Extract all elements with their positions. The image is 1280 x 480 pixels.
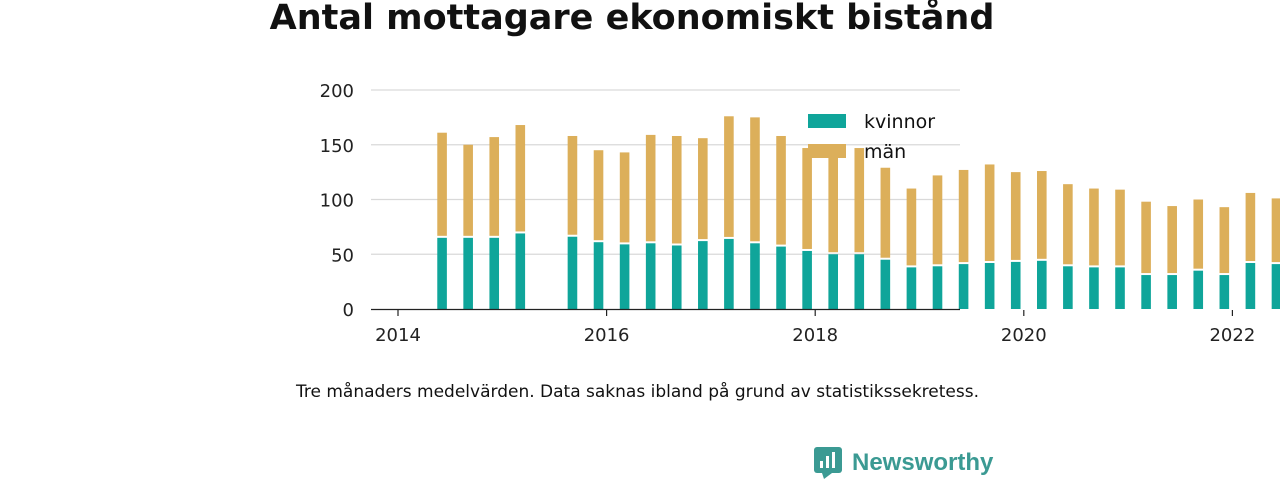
- bar-man: [567, 135, 578, 235]
- bar-man: [1010, 172, 1021, 260]
- bar-kvinnor: [828, 254, 838, 309]
- bar-kvinnor: [880, 259, 891, 309]
- bar-kvinnor: [854, 254, 865, 309]
- bar-kvinnor: [1219, 275, 1230, 309]
- y-tick-label: 150: [320, 136, 354, 157]
- bar-kvinnor: [802, 250, 812, 309]
- bar-kvinnor: [1115, 267, 1125, 309]
- bar-kvinnor: [776, 246, 786, 309]
- y-tick-label: 0: [343, 300, 354, 321]
- chart-title: Antal mottagare ekonomiskt bistånd: [269, 0, 995, 38]
- bar-man: [802, 148, 812, 249]
- bar-kvinnor: [906, 267, 917, 309]
- bar-man: [1271, 198, 1280, 263]
- bar-man: [437, 132, 447, 236]
- bar-kvinnor: [567, 236, 578, 309]
- y-tick-label: 100: [320, 191, 354, 212]
- bar-kvinnor: [619, 244, 630, 309]
- x-tick-label: 2016: [584, 325, 630, 346]
- bar-man: [724, 116, 734, 237]
- bar-man: [489, 137, 500, 236]
- bar-kvinnor: [489, 237, 500, 309]
- bar-man: [593, 150, 604, 241]
- legend-label-man: män: [864, 141, 906, 163]
- newsworthy-logo-icon: [814, 447, 842, 479]
- legend-label-kvinnor: kvinnor: [864, 111, 935, 133]
- bar-kvinnor: [1037, 260, 1047, 309]
- bar-kvinnor: [1010, 261, 1021, 309]
- bar-man: [880, 167, 891, 258]
- x-tick-label: 2018: [792, 325, 838, 346]
- y-tick-label: 50: [331, 245, 354, 266]
- bar-man: [1063, 184, 1073, 265]
- bar-man: [958, 169, 969, 263]
- bar-man: [906, 188, 917, 266]
- x-tick-label: 2020: [1001, 325, 1047, 346]
- bar-man: [1167, 206, 1177, 274]
- bar-kvinnor: [463, 237, 473, 309]
- bar-kvinnor: [593, 242, 604, 309]
- legend: kvinnor män: [808, 111, 935, 163]
- y-tick-label: 200: [320, 81, 354, 102]
- bar-man: [671, 135, 682, 244]
- bar-kvinnor: [437, 237, 447, 309]
- bar-man: [645, 134, 656, 242]
- bar-kvinnor: [515, 233, 526, 309]
- bar-man: [776, 135, 786, 245]
- brand-name: Newsworthy: [852, 449, 994, 476]
- bar-kvinnor: [645, 243, 656, 309]
- bar-kvinnor: [671, 245, 682, 309]
- bars: [437, 116, 1280, 309]
- x-axis-ticks: 201420162018202020222024: [375, 310, 1255, 346]
- bar-man: [1115, 189, 1125, 266]
- bar-kvinnor: [1245, 263, 1256, 309]
- bar-man: [828, 153, 838, 253]
- bar-man: [1037, 171, 1047, 259]
- x-tick-label: 2014: [375, 325, 421, 346]
- bar-man: [515, 125, 526, 232]
- y-axis-ticks: 0 50 100 150 200: [320, 81, 354, 321]
- bar-kvinnor: [932, 266, 943, 309]
- legend-swatch-man: [808, 144, 846, 158]
- bar-man: [698, 138, 708, 240]
- bar-man: [932, 175, 943, 265]
- bar-man: [1141, 201, 1151, 274]
- bar-kvinnor: [750, 243, 760, 309]
- x-tick-label: 2022: [1209, 325, 1255, 346]
- bar-kvinnor: [1089, 267, 1099, 309]
- legend-swatch-kvinnor: [808, 114, 846, 128]
- bar-kvinnor: [698, 241, 708, 309]
- bar-man: [1089, 188, 1099, 266]
- bar-man: [619, 152, 630, 243]
- bar-man: [463, 144, 473, 236]
- bar-kvinnor: [984, 263, 995, 309]
- bar-man: [1219, 207, 1230, 274]
- bar-kvinnor: [1193, 270, 1204, 309]
- chart-note: Tre månaders medelvärden. Data saknas ib…: [296, 382, 979, 402]
- bar-kvinnor: [1063, 266, 1073, 309]
- bar-man: [1193, 199, 1204, 269]
- bar-man: [750, 117, 760, 242]
- bar-kvinnor: [958, 264, 969, 309]
- bar-kvinnor: [1141, 275, 1151, 309]
- bar-kvinnor: [724, 238, 734, 309]
- bar-kvinnor: [1167, 275, 1177, 309]
- bar-man: [854, 148, 865, 253]
- bar-man: [984, 164, 995, 262]
- bar-kvinnor: [1271, 264, 1280, 309]
- brand-logo[interactable]: Newsworthy: [814, 447, 993, 479]
- bar-man: [1245, 192, 1256, 262]
